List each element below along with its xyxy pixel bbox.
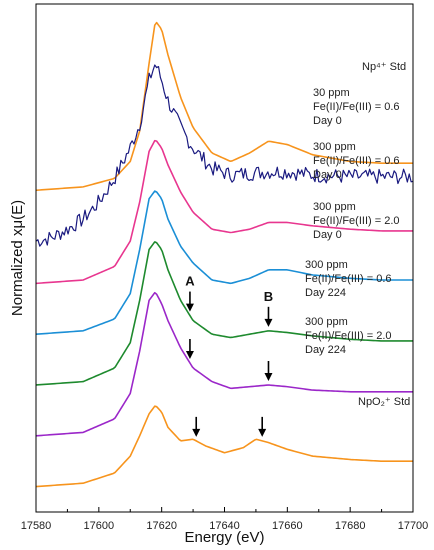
series-label-4-2: Day 224: [305, 287, 346, 299]
x-tick-label-5: 17680: [335, 520, 366, 532]
series-line-0: [35, 21, 413, 192]
series-label-5-2: Day 224: [305, 344, 346, 356]
series-label-6-0: NpO₂⁺ Std: [358, 396, 410, 408]
x-tick-label-4: 17660: [272, 520, 303, 532]
x-axis-title: Energy (eV): [184, 529, 264, 546]
annotation-b: B: [264, 289, 273, 304]
arrow-head-5: [258, 428, 267, 437]
series-line-6: [35, 405, 413, 488]
arrow-head-4: [192, 428, 201, 437]
y-axis-title: Normalized xμ(E): [9, 200, 26, 316]
series-label-2-1: Fe(II)/Fe(III) = 0.6: [313, 155, 400, 167]
series-label-4-1: Fe(II)/Fe(III) = 0.6: [305, 273, 392, 285]
series-line-4: [35, 241, 413, 386]
series-label-4-0: 300 ppm: [305, 259, 348, 271]
series-label-0-0: Np⁴⁺ Std: [362, 61, 406, 73]
series-label-5-0: 300 ppm: [305, 316, 348, 328]
plot-frame: [35, 3, 414, 513]
arrow-head-2: [185, 350, 194, 359]
series-line-1: [35, 64, 414, 247]
x-tick-label-1: 17600: [84, 520, 115, 532]
series-label-1-2: Day 0: [313, 115, 342, 127]
x-tick-label-3: 17640: [209, 520, 240, 532]
series-label-5-1: Fe(II)/Fe(III) = 2.0: [305, 330, 392, 342]
series-line-3: [35, 190, 413, 335]
x-tick-label-2: 17620: [146, 520, 177, 532]
series-line-5: [35, 291, 413, 437]
x-tick-label-6: 17700: [398, 520, 429, 532]
arrow-head-3: [264, 373, 273, 381]
series-label-1-0: 30 ppm: [313, 87, 350, 99]
series-label-1-1: Fe(II)/Fe(III) = 0.6: [313, 101, 400, 113]
series-label-3-0: 300 ppm: [313, 201, 356, 213]
arrow-head-1: [264, 318, 273, 327]
annotation-a: A: [185, 274, 195, 289]
series-label-2-2: Day 0: [313, 169, 342, 181]
series-label-3-2: Day 0: [313, 229, 342, 241]
arrow-head-0: [185, 303, 194, 312]
series-line-2: [35, 139, 413, 285]
x-tick-label-0: 17580: [21, 520, 52, 532]
series-label-2-0: 300 ppm: [313, 141, 356, 153]
series-label-3-1: Fe(II)/Fe(III) = 2.0: [313, 215, 400, 227]
